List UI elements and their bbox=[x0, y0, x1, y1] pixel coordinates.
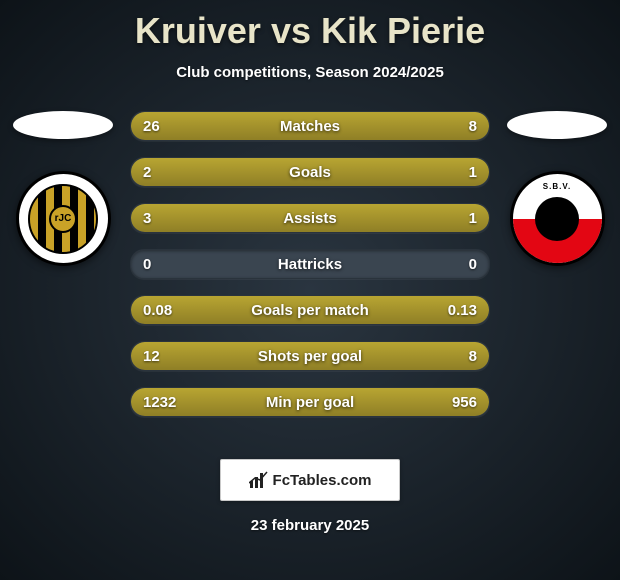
vs-text: vs bbox=[271, 10, 311, 51]
subtitle: Club competitions, Season 2024/2025 bbox=[0, 64, 620, 81]
roda-center-badge: rJC bbox=[49, 205, 77, 233]
stat-value-right: 8 bbox=[457, 342, 489, 370]
stat-row: 31Assists bbox=[130, 203, 490, 233]
stat-value-right: 0.13 bbox=[436, 296, 489, 324]
player-left-photo-placeholder bbox=[13, 111, 113, 139]
stat-label: Hattricks bbox=[131, 250, 489, 278]
stat-value-left: 1232 bbox=[131, 388, 188, 416]
stat-value-left: 2 bbox=[131, 158, 163, 186]
stat-value-left: 0.08 bbox=[131, 296, 184, 324]
right-club-column: S.B.V. bbox=[502, 101, 612, 266]
stat-row: 21Goals bbox=[130, 157, 490, 187]
stat-value-right: 956 bbox=[440, 388, 489, 416]
left-club-logo: rJC bbox=[16, 171, 111, 266]
player-left-name: Kruiver bbox=[135, 10, 261, 51]
stat-row: 128Shots per goal bbox=[130, 341, 490, 371]
stat-row: 268Matches bbox=[130, 111, 490, 141]
stat-value-right: 1 bbox=[457, 158, 489, 186]
date-text: 23 february 2025 bbox=[0, 517, 620, 534]
brand-text: FcTables.com bbox=[273, 472, 372, 489]
stat-value-left: 3 bbox=[131, 204, 163, 232]
excelsior-text: S.B.V. bbox=[513, 182, 602, 191]
stat-value-left: 0 bbox=[131, 250, 163, 278]
comparison-panel: rJC S.B.V. 268Matches21Goals31Assists00H… bbox=[0, 101, 620, 441]
stat-value-left: 12 bbox=[131, 342, 172, 370]
stat-row: 1232956Min per goal bbox=[130, 387, 490, 417]
stat-bars-container: 268Matches21Goals31Assists00Hattricks0.0… bbox=[130, 111, 490, 433]
stat-row: 0 0Hattricks bbox=[130, 249, 490, 279]
page-title: Kruiver vs Kik Pierie bbox=[0, 0, 620, 52]
roda-stripes-icon: rJC bbox=[28, 184, 98, 254]
player-right-name: Kik Pierie bbox=[321, 10, 485, 51]
stat-fill-left bbox=[131, 158, 371, 186]
left-club-column: rJC bbox=[8, 101, 118, 266]
right-club-logo: S.B.V. bbox=[510, 171, 605, 266]
stat-fill-left bbox=[131, 112, 403, 140]
stat-value-left: 26 bbox=[131, 112, 172, 140]
player-right-photo-placeholder bbox=[507, 111, 607, 139]
stat-value-right: 0 bbox=[457, 250, 489, 278]
stat-row: 0.080.13Goals per match bbox=[130, 295, 490, 325]
chart-icon bbox=[249, 471, 269, 489]
stat-value-right: 8 bbox=[457, 112, 489, 140]
brand-badge[interactable]: FcTables.com bbox=[220, 459, 400, 501]
stat-value-right: 1 bbox=[457, 204, 489, 232]
stat-fill-left bbox=[131, 204, 400, 232]
